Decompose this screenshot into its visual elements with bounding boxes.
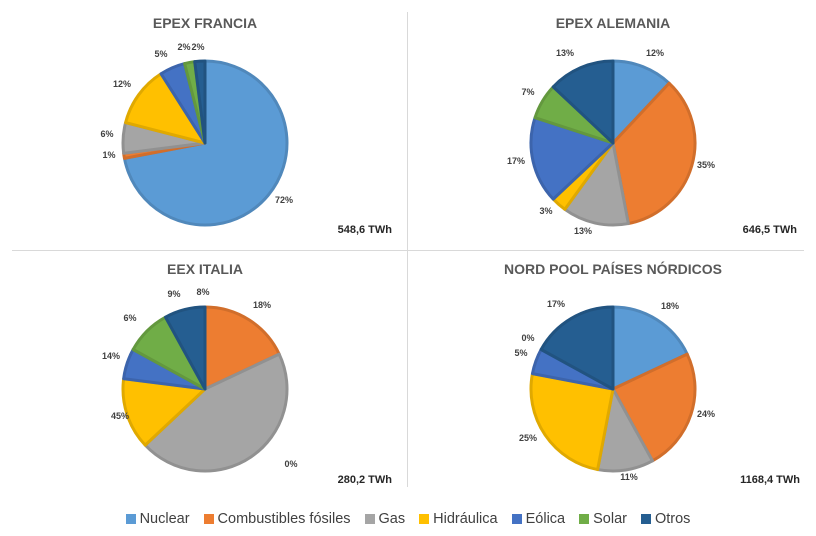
nord-pool-paises-nordicos-label-hidraulica: 25% xyxy=(519,433,537,443)
pie-charts-panel: EPEX FRANCIA 72% 1% 6% 12% 5% 2% 2% 548,6 TWh EPE… xyxy=(100,15,800,486)
eex-italia-total: 280,2 TWh xyxy=(338,474,393,486)
epex-alemania-slice-otros xyxy=(551,59,615,145)
epex-alemania-label-combustibles-fosiles: 35% xyxy=(697,160,715,170)
vertical-divider xyxy=(407,12,408,487)
legend-swatch-gas xyxy=(364,514,375,524)
nord-pool-paises-nordicos-label-solar: 0% xyxy=(521,333,534,343)
nord-pool-paises-nordicos-label-nuclear: 18% xyxy=(661,301,679,311)
nord-pool-paises-nordicos-slice-combustibles-fosiles xyxy=(611,352,697,463)
nord-pool-paises-nordicos-label-gas: 11% xyxy=(620,472,638,482)
eex-italia-label-combustibles-fosiles: 18% xyxy=(253,300,271,310)
epex-alemania-label-hidraulica: 3% xyxy=(539,206,552,216)
legend-label-nuclear: Nuclear xyxy=(139,511,190,527)
legend-label-otros: Otros xyxy=(654,511,691,527)
nord-pool-paises-nordicos-slice-otros xyxy=(539,305,615,391)
epex-francia-label-solar: 2% xyxy=(177,42,190,52)
eex-italia-title: EEX ITALIA xyxy=(167,261,243,277)
legend-item-nuclear: Nuclear xyxy=(125,511,190,527)
eex-italia-slice-combustibles-fosiles xyxy=(203,305,281,391)
legend-swatch-combustibles-fosiles xyxy=(203,514,214,524)
legend-label-eolica: Eólica xyxy=(525,511,566,527)
nord-pool-paises-nordicos-label-combustibles-fosiles: 24% xyxy=(697,409,715,419)
eex-italia-label-otros: 8% xyxy=(196,287,209,297)
legend-item-hidraulica: Hidráulica xyxy=(419,511,498,527)
legend-label-combustibles-fosiles: Combustibles fósiles xyxy=(217,511,351,527)
legend-label-solar: Solar xyxy=(593,511,627,527)
epex-alemania-label-eolica: 17% xyxy=(507,156,525,166)
epex-francia-label-eolica: 5% xyxy=(154,49,167,59)
eex-italia-label-eolica: 6% xyxy=(123,313,136,323)
legend-item-eolica: Eólica xyxy=(511,511,566,527)
nord-pool-paises-nordicos-label-eolica: 5% xyxy=(514,348,527,358)
nord-pool-paises-nordicos-title: NORD POOL PAÍSES NÓRDICOS xyxy=(504,260,722,277)
epex-alemania-total: 646,5 TWh xyxy=(743,224,798,236)
nord-pool-paises-nordicos-slice-nuclear xyxy=(611,305,689,391)
epex-francia-label-nuclear: 72% xyxy=(275,195,293,205)
epex-francia-title: EPEX FRANCIA xyxy=(153,15,257,31)
legend-item-gas: Gas xyxy=(364,511,406,527)
nord-pool-paises-nordicos-total: 1168,4 TWh xyxy=(740,474,800,486)
legend-swatch-solar xyxy=(579,514,590,524)
eex-italia-slice-otros xyxy=(164,305,207,391)
eex-italia-label-hidraulica: 14% xyxy=(102,351,120,361)
epex-alemania-title: EPEX ALEMANIA xyxy=(556,15,671,31)
epex-francia-label-hidraulica: 12% xyxy=(113,79,131,89)
eex-italia-label-gas: 45% xyxy=(111,411,129,421)
epex-francia-label-combustibles-fosiles: 1% xyxy=(102,150,115,160)
epex-alemania-label-nuclear: 12% xyxy=(646,48,664,58)
legend-item-combustibles-fosiles: Combustibles fósiles xyxy=(203,511,351,527)
legend-swatch-eolica xyxy=(511,514,522,524)
legend-swatch-otros xyxy=(640,514,651,524)
epex-francia-total: 548,6 TWh xyxy=(338,224,393,236)
epex-alemania-label-otros: 13% xyxy=(556,48,574,58)
legend: Nuclear Combustibles fósiles Gas Hidrául… xyxy=(0,508,816,530)
legend-label-gas: Gas xyxy=(378,511,406,527)
epex-alemania-slice-combustibles-fosiles xyxy=(611,81,697,226)
epex-francia-label-gas: 6% xyxy=(100,129,113,139)
legend-swatch-nuclear xyxy=(125,514,136,524)
legend-label-hidraulica: Hidráulica xyxy=(433,511,498,527)
epex-alemania-label-gas: 13% xyxy=(574,226,592,236)
nord-pool-paises-nordicos-label-otros: 17% xyxy=(547,299,565,309)
epex-francia-slice-otros xyxy=(193,59,207,145)
eex-italia-slice-hidraulica xyxy=(121,377,207,447)
epex-alemania-slice-eolica xyxy=(529,116,615,201)
nord-pool-paises-nordicos-slice-hidraulica xyxy=(529,372,615,472)
horizontal-divider xyxy=(12,250,804,251)
legend-swatch-hidraulica xyxy=(419,514,430,524)
eex-italia-label-nuclear: 0% xyxy=(284,459,297,469)
epex-alemania-label-solar: 7% xyxy=(521,87,534,97)
legend-item-otros: Otros xyxy=(640,511,691,527)
legend-item-solar: Solar xyxy=(579,511,627,527)
eex-italia-label-solar: 9% xyxy=(167,289,180,299)
eex-italia-slice-gas xyxy=(143,352,289,473)
epex-francia-label-otros: 2% xyxy=(191,42,204,52)
